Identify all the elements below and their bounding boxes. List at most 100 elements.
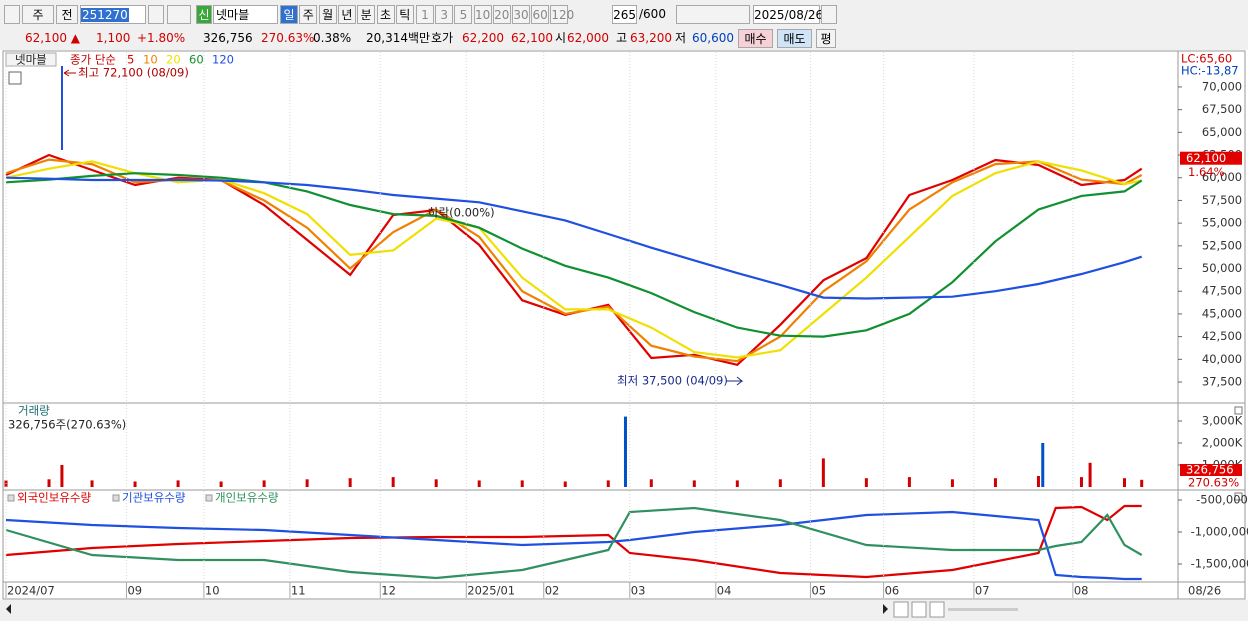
y-tick-label: 67,500 — [1202, 102, 1242, 116]
window-icon[interactable] — [4, 5, 20, 24]
multiple-button[interactable]: 120 — [550, 5, 574, 24]
volume-bar — [1036, 475, 1040, 487]
count-input[interactable]: 265 — [612, 5, 637, 24]
volume-bar — [133, 481, 137, 487]
volume-bar — [907, 477, 911, 487]
scroll-left[interactable] — [6, 604, 11, 614]
x-tick-label: 11 — [291, 584, 306, 598]
annotation: 최저 37,500 (04/09) — [617, 374, 728, 388]
x-tick-label: 2024/07 — [7, 584, 55, 598]
zoom-slider[interactable] — [948, 608, 1018, 611]
interval-button[interactable]: 일 — [280, 5, 298, 24]
x-tick-label: 07 — [975, 584, 990, 598]
prev-button[interactable] — [911, 601, 927, 618]
panel-close[interactable] — [1234, 406, 1243, 415]
scroll-right[interactable] — [883, 604, 888, 614]
x-end-label: 08/26 — [1188, 584, 1221, 598]
volume-bar — [262, 480, 266, 487]
panel-title: 거래량 — [18, 404, 50, 418]
series-line — [5, 176, 1143, 300]
chart-subtitle: 종가 단순 — [70, 53, 116, 67]
sell-button[interactable]: 매도 — [777, 29, 812, 48]
tool-icons[interactable] — [676, 5, 750, 24]
interval-button[interactable]: 주 — [299, 5, 318, 24]
y-tick-label: 60,000 — [1202, 170, 1242, 184]
open: 62,000 — [567, 31, 609, 45]
series-line — [5, 510, 1142, 581]
code-input[interactable]: 251270 — [80, 5, 146, 24]
volume-bar — [1140, 479, 1144, 487]
volume-bar — [90, 480, 94, 487]
date-input[interactable]: 2025/08/26 — [753, 5, 823, 24]
credit-badge: 신 — [196, 5, 212, 24]
y-tick-label: 2,000K — [1202, 435, 1243, 449]
count-max: /600 — [639, 7, 666, 21]
avg-button[interactable]: 평 — [816, 29, 836, 48]
volume-bar — [606, 480, 610, 487]
buy-button[interactable]: 매수 — [738, 29, 773, 48]
table-icon[interactable] — [8, 71, 22, 85]
multiple-button[interactable]: 3 — [435, 5, 454, 24]
legend-entry: 외국인보유수량 — [17, 491, 91, 505]
calendar-button[interactable] — [821, 5, 837, 24]
multiple-button[interactable]: 60 — [531, 5, 550, 24]
last-volume: 326,756 — [1186, 463, 1234, 477]
x-tick-label: 08 — [1074, 584, 1089, 598]
open-label: 시 — [555, 31, 567, 45]
series-line — [5, 504, 1142, 579]
interval-button[interactable]: 초 — [376, 5, 395, 24]
stock-name: 넷마블 — [213, 5, 278, 24]
x-tick-label: 2025/01 — [467, 584, 515, 598]
interval-button[interactable]: 틱 — [395, 5, 414, 24]
volume-bar — [1088, 462, 1092, 487]
y-tick-label: -500,000 — [1196, 493, 1248, 507]
multiple-button[interactable]: 5 — [454, 5, 473, 24]
last-pct: 1.64% — [1188, 165, 1225, 179]
y-tick-label: 50,000 — [1202, 261, 1242, 275]
multiple-button[interactable]: 30 — [512, 5, 530, 24]
volume-bar — [563, 481, 567, 487]
legend-swatch — [7, 494, 15, 502]
search-button[interactable] — [148, 5, 164, 24]
high: 63,200 — [630, 31, 672, 45]
panel-subtitle: 326,756주(270.63%) — [8, 418, 126, 432]
panel-close[interactable] — [1234, 492, 1243, 501]
volume-bar — [520, 480, 524, 487]
code-text: 251270 — [81, 8, 129, 22]
volume-bar — [692, 480, 696, 487]
legend-entry: 5 — [127, 53, 134, 67]
first-button[interactable] — [893, 601, 909, 618]
price: 62,100 ▲ — [24, 31, 80, 45]
volume-bar — [821, 458, 825, 487]
period-select[interactable]: 주 — [22, 5, 54, 24]
last-volume-box — [1180, 464, 1242, 476]
sound-button[interactable] — [167, 5, 191, 24]
interval-button[interactable]: 분 — [357, 5, 376, 24]
volume-bar — [623, 416, 627, 487]
chart-title: 넷마블 — [15, 53, 47, 67]
compare-button[interactable]: 전 — [56, 5, 78, 24]
multiple-button[interactable]: 10 — [473, 5, 492, 24]
legend-swatch — [205, 494, 213, 502]
stop-button[interactable] — [929, 601, 945, 618]
y-tick-label: 47,500 — [1202, 284, 1242, 298]
legend-entry: 10 — [143, 53, 158, 67]
name-box — [5, 52, 57, 67]
volume-bar — [1041, 442, 1045, 487]
multiple-button[interactable]: 20 — [492, 5, 511, 24]
volume-bar — [993, 478, 997, 487]
interval-button[interactable]: 년 — [337, 5, 356, 24]
low-label: 저 — [675, 31, 687, 45]
interval-button[interactable]: 월 — [318, 5, 337, 24]
change-pct: +1.80% — [137, 31, 186, 45]
volume-bar — [1122, 478, 1126, 487]
multiple-button[interactable]: 1 — [416, 5, 434, 24]
legend-swatch — [112, 494, 120, 502]
zoom-controls[interactable] — [1180, 602, 1240, 617]
legend-entry: 60 — [189, 53, 204, 67]
x-tick-label: 03 — [631, 584, 646, 598]
volume-bar — [176, 480, 180, 487]
x-tick-label: 02 — [545, 584, 560, 598]
